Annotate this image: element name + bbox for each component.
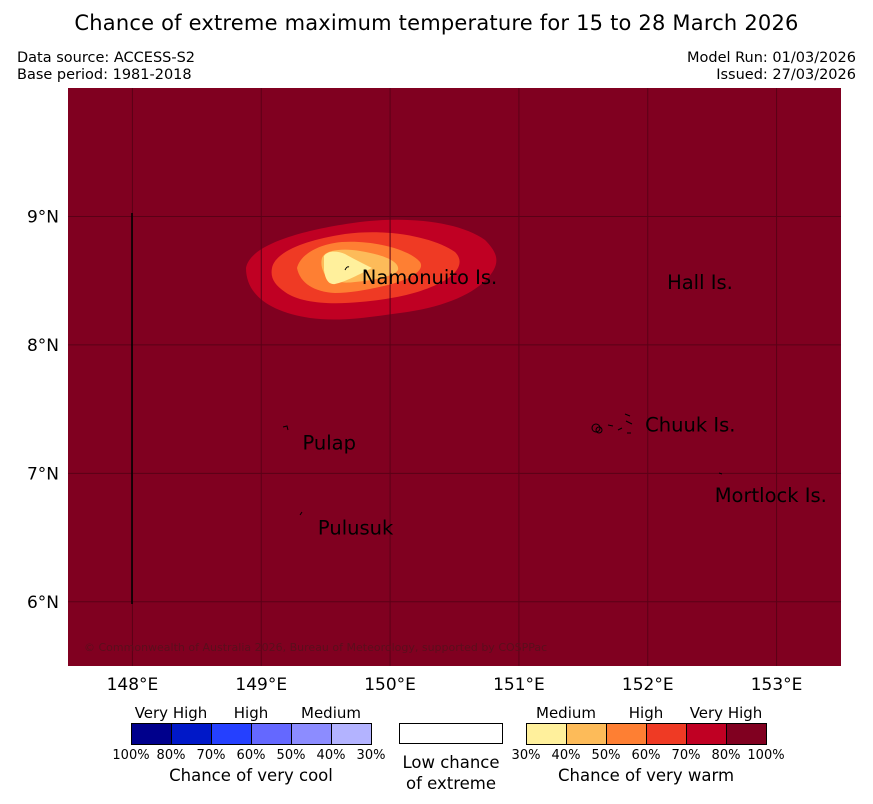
low-chance-label: Low chance of extreme	[402, 752, 499, 794]
colorbar-percent-label: 80%	[711, 748, 741, 763]
place-label: Pulap	[302, 432, 356, 455]
place-label: Mortlock Is.	[715, 484, 827, 507]
colorbar-percent-label: 40%	[551, 748, 581, 763]
copyright-notice: © Commonwealth of Australia 2026, Bureau…	[84, 641, 547, 654]
mortlock-island-shape	[718, 472, 723, 475]
latitude-tick-label: 9°N	[27, 207, 59, 227]
colorbar-swatch	[251, 723, 292, 745]
latitude-tick-label: 8°N	[27, 336, 59, 356]
colorbar-percent-label: 70%	[196, 748, 226, 763]
namonuito-island-shape	[344, 266, 350, 271]
colorbar-percent-label: 100%	[747, 748, 785, 763]
model-run: Model Run: 01/03/2026	[686, 50, 856, 66]
longitude-labels: 148°E 149°E 150°E 151°E 152°E 153°E	[107, 675, 803, 695]
pulap-island-shape	[282, 425, 289, 431]
legend-category-label: Medium	[301, 704, 361, 722]
legend-category-label: Very High	[689, 704, 763, 722]
longitude-tick-label: 148°E	[107, 675, 159, 695]
island-outlines	[282, 266, 723, 516]
latitude-tick-label: 7°N	[27, 464, 59, 484]
base-period: Base period: 1981-2018	[17, 67, 192, 83]
meta-left: Data source: ACCESS-S2 Base period: 1981…	[17, 50, 195, 84]
colorbar-swatch	[291, 723, 332, 745]
chuuk-island-shape	[595, 426, 603, 434]
colorbar-swatch	[606, 723, 647, 745]
chuuk-island-shape	[591, 423, 601, 433]
colorbar-swatch	[131, 723, 172, 745]
warm-colorbar	[526, 723, 767, 745]
low-chance-line2: of extreme	[405, 774, 497, 793]
place-label: Namonuito Is.	[362, 266, 497, 289]
colorbar-percent-label: 80%	[156, 748, 186, 763]
colorbar-percent-label: 60%	[236, 748, 266, 763]
colorbar-swatch	[171, 723, 212, 745]
place-label: Pulusuk	[318, 516, 394, 539]
contour-30	[324, 251, 372, 285]
colorbar-percent-label: 50%	[276, 748, 306, 763]
colorbar-swatch	[526, 723, 567, 745]
longitude-tick-label: 153°E	[751, 675, 803, 695]
meta-right: Model Run: 01/03/2026 Issued: 27/03/2026	[687, 50, 856, 84]
warm-legend-title: Chance of very warm	[557, 766, 735, 785]
longitude-tick-label: 151°E	[493, 675, 545, 695]
low-chance-line1: Low chance	[402, 753, 500, 772]
legend-category-label: High	[628, 704, 664, 722]
place-label: Chuuk Is.	[645, 414, 735, 437]
cool-legend-title: Chance of very cool	[169, 766, 333, 785]
longitude-tick-label: 149°E	[235, 675, 287, 695]
colorbar-swatch	[566, 723, 607, 745]
colorbar-percent-label: 40%	[316, 748, 346, 763]
latitude-tick-label: 6°N	[27, 593, 59, 613]
data-source: Data source: ACCESS-S2	[17, 50, 196, 66]
pulusuk-island-shape	[299, 511, 303, 516]
colorbar-percent-label: 30%	[356, 748, 386, 763]
colorbar-swatch	[211, 723, 252, 745]
colorbar-percent-label: 30%	[511, 748, 541, 763]
colorbar-percent-label: 100%	[112, 748, 150, 763]
cool-colorbar	[131, 723, 372, 745]
low-chance-swatch	[399, 723, 503, 744]
place-label: Hall Is.	[667, 271, 733, 294]
longitude-tick-label: 150°E	[364, 675, 416, 695]
place-labels: Namonuito Is. Hall Is. Pulap Chuuk Is. Mortl…	[302, 266, 826, 539]
issued-date: Issued: 27/03/2026	[716, 67, 856, 83]
colorbar-percent-label: 50%	[591, 748, 621, 763]
colorbar-percent-label: 60%	[631, 748, 661, 763]
legend-category-label: High	[233, 704, 269, 722]
map-title: Chance of extreme maximum temperature fo…	[74, 11, 799, 35]
colorbar-swatch	[331, 723, 372, 745]
legend-category-label: Very High	[134, 704, 208, 722]
colorbar-swatch	[686, 723, 727, 745]
latitude-labels: 9°N 8°N 7°N 6°N	[27, 207, 59, 612]
chuuk-reef-shape	[607, 413, 633, 434]
map-background	[68, 88, 841, 666]
colorbar-percent-label: 70%	[671, 748, 701, 763]
colorbar-swatch	[646, 723, 687, 745]
colorbar-swatch	[726, 723, 767, 745]
longitude-tick-label: 152°E	[622, 675, 674, 695]
legend-category-label: Medium	[536, 704, 596, 722]
